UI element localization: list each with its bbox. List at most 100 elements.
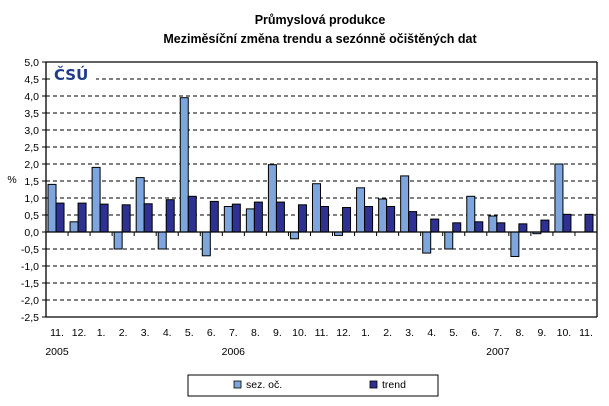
- csu-logo: ČSÚ: [52, 63, 96, 84]
- x-tick-label: 6.: [471, 327, 480, 339]
- bar-trend: [342, 207, 352, 233]
- x-tick-label: 8.: [515, 327, 524, 339]
- legend-swatch-trend: [369, 380, 378, 389]
- bar-sez-oc: [378, 198, 388, 233]
- x-tick-label: 3.: [141, 327, 150, 339]
- year-label: 2007: [486, 346, 510, 358]
- bar-trend: [231, 203, 241, 233]
- bar-trend: [584, 213, 594, 233]
- x-tick-label: 11.: [315, 327, 329, 339]
- bar-trend: [562, 213, 572, 233]
- y-tick-label: 2,5: [24, 142, 39, 154]
- gridlines: [46, 78, 597, 301]
- y-tick-label: 1,0: [24, 193, 39, 205]
- x-tick-label: 5.: [185, 327, 194, 339]
- bar-sez-oc: [488, 215, 498, 233]
- bar-trend: [452, 222, 462, 233]
- y-tick-label: -2,0: [21, 295, 39, 307]
- x-tick-label: 12.: [72, 327, 87, 339]
- year-label: 2006: [222, 346, 246, 358]
- bar-sez-oc: [223, 206, 233, 233]
- y-tick-label: -2,5: [21, 312, 39, 324]
- bar-trend: [518, 223, 528, 233]
- x-tick-label: 12.: [336, 327, 351, 339]
- x-tick-label: 10.: [557, 327, 572, 339]
- bar-sez-oc: [47, 183, 57, 233]
- bar-sez-oc: [179, 97, 189, 233]
- bar-sez-oc: [400, 175, 410, 233]
- y-tick-label: 4,5: [24, 74, 39, 86]
- bar-sez-oc: [69, 221, 79, 233]
- x-tick-label: 1.: [97, 327, 106, 339]
- bar-trend: [540, 219, 550, 233]
- bar-sez-oc: [312, 183, 321, 233]
- bar-sez-oc: [157, 231, 167, 250]
- bar-trend: [55, 202, 65, 233]
- chart-subtitle: Meziměsíční změna trendu a sezónně očišt…: [163, 32, 477, 46]
- bar-trend: [165, 199, 175, 233]
- y-tick-label: 3,5: [24, 108, 39, 120]
- bar-sez-oc: [554, 163, 564, 233]
- x-tick-label: 4.: [163, 327, 172, 339]
- x-tick-label: 1.: [361, 327, 370, 339]
- x-tick-label: 9.: [273, 327, 282, 339]
- year-label: 2005: [45, 346, 69, 358]
- y-tick-label: 0,5: [24, 210, 39, 222]
- bar-sez-oc: [466, 195, 476, 233]
- bar-trend: [187, 195, 197, 233]
- logo-text: ČSÚ: [54, 65, 88, 84]
- bar-trend: [143, 203, 153, 233]
- bar-trend: [320, 206, 329, 233]
- legend-label-sez-oc: sez. oč.: [246, 379, 282, 391]
- bar-trend: [121, 204, 131, 233]
- y-tick-label: 0,0: [24, 227, 39, 239]
- y-tick-label: -0,5: [21, 244, 39, 256]
- bar-trend: [496, 222, 506, 233]
- legend-label-trend: trend: [382, 379, 406, 391]
- y-tick-label: 1,5: [24, 176, 39, 188]
- bars: [47, 97, 594, 257]
- x-tick-label: 4.: [427, 327, 436, 339]
- y-tick-label: 5,0: [24, 57, 39, 69]
- x-tick-label: 9.: [538, 327, 547, 339]
- y-tick-label: 2,0: [24, 159, 39, 171]
- bar-trend: [364, 206, 374, 233]
- bar-sez-oc: [422, 231, 432, 254]
- x-tick-label: 11.: [50, 327, 64, 339]
- chart-title: Průmyslová produkce: [255, 13, 386, 27]
- x-tick-label: 3.: [405, 327, 414, 339]
- logo-background: [52, 63, 96, 83]
- bar-sez-oc: [510, 231, 520, 257]
- x-tick-label: 5.: [449, 327, 458, 339]
- y-axis-label: %: [7, 174, 16, 186]
- bar-sez-oc: [113, 231, 123, 250]
- x-tick-label: 7.: [493, 327, 502, 339]
- bar-trend: [474, 221, 484, 233]
- axes: [42, 61, 598, 318]
- y-tick-label: 4,0: [24, 91, 39, 103]
- bar-sez-oc: [135, 177, 145, 233]
- bar-sez-oc: [356, 187, 366, 233]
- bar-sez-oc: [444, 231, 454, 250]
- bar-sez-oc: [267, 164, 277, 233]
- y-tick-labels: 5,0 4,5 4,0 3,5 3,0 2,5 2,0 1,5 1,0 0,5 0,0 -0,5 -1,…: [21, 57, 39, 324]
- bar-trend: [297, 204, 307, 233]
- bar-trend: [430, 218, 440, 233]
- legend-box: [187, 374, 439, 397]
- bar-trend: [99, 203, 109, 233]
- bar-sez-oc: [245, 208, 255, 233]
- x-tick-label: 2.: [383, 327, 392, 339]
- x-tick-label: 2.: [119, 327, 128, 339]
- x-tick-label: 8.: [251, 327, 260, 339]
- x-tick-label: 10.: [292, 327, 307, 339]
- x-tick-labels: 11. 12. 1. 2. 3. 4. 5. 6. 7. 8. 9. 10. 11. 12. 1. 2. 3. 4…: [50, 327, 593, 339]
- y-tick-label: 3,0: [24, 125, 39, 137]
- bar-sez-oc: [91, 166, 101, 233]
- legend: sez. oč. trend: [187, 374, 439, 397]
- year-labels: 2005 2006 2007: [45, 346, 509, 358]
- bar-trend: [253, 201, 263, 233]
- bar-trend: [386, 206, 396, 233]
- y-tick-label: -1,0: [21, 261, 39, 273]
- bar-sez-oc: [289, 231, 299, 240]
